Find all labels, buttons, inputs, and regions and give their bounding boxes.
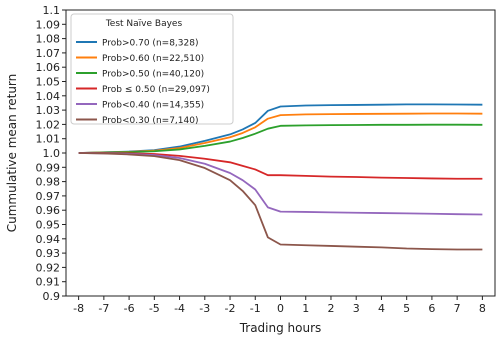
legend-label-4: Prob ≤ 0.50 (n=29,097) bbox=[102, 85, 210, 95]
y-tick-label: 1.04 bbox=[36, 90, 61, 103]
x-tick-label: -4 bbox=[174, 302, 185, 315]
x-tick-label: 7 bbox=[454, 302, 461, 315]
x-tick-label: 4 bbox=[378, 302, 385, 315]
legend-label-1: Prob>0.70 (n=8,328) bbox=[102, 39, 198, 49]
y-tick-label: 0.99 bbox=[36, 161, 61, 174]
y-tick-label: 0.94 bbox=[36, 233, 61, 246]
x-tick-label: -6 bbox=[124, 302, 135, 315]
x-tick-label: 6 bbox=[428, 302, 435, 315]
y-tick-label: 1.07 bbox=[36, 47, 61, 60]
y-tick-label: 0.9 bbox=[43, 290, 61, 303]
x-tick-label: -8 bbox=[73, 302, 84, 315]
x-axis-label: Trading hours bbox=[239, 321, 322, 335]
y-tick-label: 0.91 bbox=[36, 276, 61, 289]
y-tick-label: 1.0 bbox=[43, 147, 61, 160]
y-tick-label: 0.96 bbox=[36, 204, 61, 217]
series-line-5 bbox=[78, 152, 483, 216]
y-tick-label: 1.05 bbox=[36, 76, 61, 89]
x-tick-label: 5 bbox=[403, 302, 410, 315]
x-tick-label: -5 bbox=[149, 302, 160, 315]
legend-label-2: Prob>0.60 (n=22,510) bbox=[102, 54, 204, 64]
y-tick-label: 0.93 bbox=[36, 247, 61, 260]
y-axis: 0.90.910.920.930.940.950.960.970.980.991… bbox=[36, 4, 66, 303]
x-tick-label: -7 bbox=[98, 302, 109, 315]
legend-label-3: Prob>0.50 (n=40,120) bbox=[102, 70, 204, 80]
y-tick-label: 0.95 bbox=[36, 219, 61, 232]
y-tick-label: 1.01 bbox=[36, 133, 61, 146]
x-tick-label: 8 bbox=[479, 302, 486, 315]
legend-title: Test Naïve Bayes bbox=[105, 19, 183, 29]
x-tick-label: -1 bbox=[250, 302, 261, 315]
x-tick-label: 1 bbox=[302, 302, 309, 315]
y-axis-label: Cummulative mean return bbox=[5, 74, 19, 233]
series-line-3 bbox=[78, 123, 483, 154]
x-tick-label: 2 bbox=[327, 302, 334, 315]
legend: Test Naïve Bayes Prob>0.70 (n=8,328) Prob… bbox=[70, 13, 234, 126]
y-tick-label: 1.06 bbox=[36, 61, 61, 74]
y-tick-label: 0.98 bbox=[36, 176, 61, 189]
y-tick-label: 1.02 bbox=[36, 118, 61, 131]
x-tick-label: -3 bbox=[199, 302, 210, 315]
legend-label-6: Prob<0.30 (n=7,140) bbox=[102, 116, 198, 126]
x-tick-label: 3 bbox=[353, 302, 360, 315]
y-tick-label: 0.97 bbox=[36, 190, 61, 203]
x-tick-label: 0 bbox=[277, 302, 284, 315]
x-axis: -8 -7 -6 -5 -4 -3 -2 -1 0 1 2 3 4 5 6 7 8 bbox=[73, 296, 486, 315]
x-tick-label: -2 bbox=[225, 302, 236, 315]
y-tick-label: 1.08 bbox=[36, 33, 61, 46]
series-line-4 bbox=[78, 152, 483, 180]
legend-label-5: Prob<0.40 (n=14,355) bbox=[102, 101, 204, 111]
series-line-6 bbox=[78, 152, 483, 251]
series-group bbox=[78, 103, 483, 251]
y-tick-label: 0.92 bbox=[36, 261, 61, 274]
y-tick-label: 1.1 bbox=[43, 4, 61, 17]
y-tick-label: 1.09 bbox=[36, 18, 61, 31]
y-tick-label: 1.03 bbox=[36, 104, 61, 117]
legend-box bbox=[70, 13, 234, 125]
